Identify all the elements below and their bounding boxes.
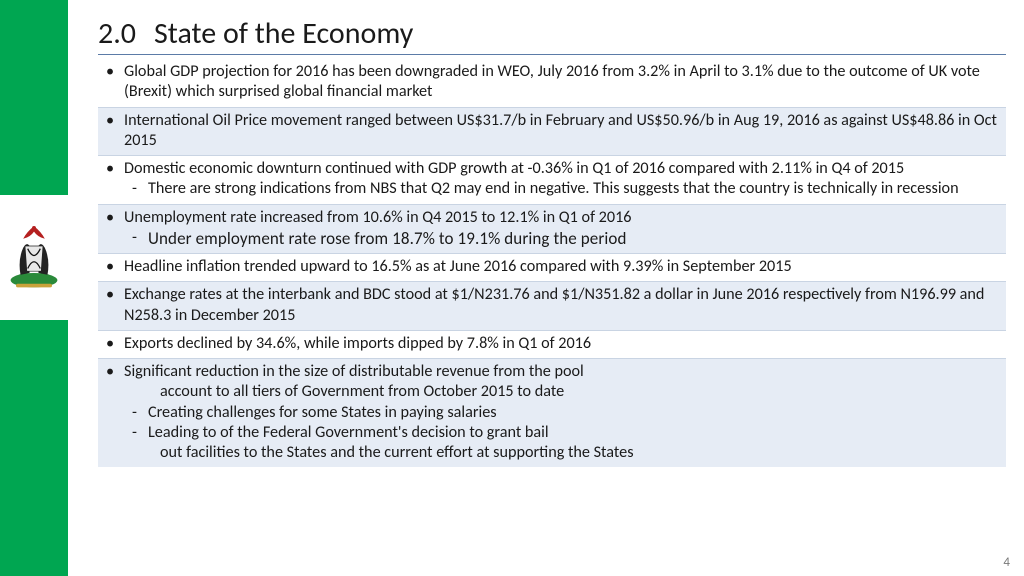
bullet-row: •International Oil Price movement ranged… (98, 108, 1006, 157)
page-number: 4 (1003, 555, 1010, 570)
title-number: 2.0 (98, 15, 136, 52)
bullet-row: •Exchange rates at the interbank and BDC… (98, 282, 1006, 331)
bullet-row: •Unemployment rate increased from 10.6% … (98, 205, 1006, 255)
coat-of-arms-icon (7, 205, 61, 305)
bullet-marker: • (104, 334, 124, 354)
bullet-row: •Domestic economic downturn continued wi… (98, 156, 1006, 205)
bullet-row: •Significant reduction in the size of di… (98, 359, 1006, 467)
bullet-marker: • (104, 285, 124, 326)
bullet-text: Significant reduction in the size of dis… (124, 362, 1000, 382)
slide-content: 2.0 State of the Economy •Global GDP pro… (98, 15, 1006, 467)
bullet-marker: • (104, 208, 124, 228)
bullet-text: Global GDP projection for 2016 has been … (124, 62, 1000, 103)
sub-bullet-text: There are strong indications from NBS th… (148, 179, 1000, 199)
bullet-text: International Oil Price movement ranged … (124, 111, 1000, 152)
sub-bullet-text: Under employment rate rose from 18.7% to… (148, 228, 1000, 249)
bullet-row: •Headline inflation trended upward to 16… (98, 254, 1006, 282)
sub-dash: - (132, 179, 148, 199)
sub-bullet-text: Leading to of the Federal Government's d… (148, 423, 1000, 443)
sub-bullet-text: Creating challenges for some States in p… (148, 403, 1000, 423)
sidebar-green-top (0, 0, 68, 195)
bullet-continuation: account to all tiers of Government from … (160, 382, 1000, 402)
sub-dash: - (132, 228, 148, 249)
bullet-marker: • (104, 159, 124, 179)
bullet-row: •Exports declined by 34.6%, while import… (98, 331, 1006, 359)
bullet-text: Exports declined by 34.6%, while imports… (124, 334, 1000, 354)
title-text: State of the Economy (154, 15, 413, 52)
bullet-text: Unemployment rate increased from 10.6% i… (124, 208, 1000, 228)
bullet-text: Domestic economic downturn continued wit… (124, 159, 1000, 179)
bullet-marker: • (104, 362, 124, 382)
sub-dash: - (132, 403, 148, 423)
sub-dash: - (132, 423, 148, 443)
bullet-marker: • (104, 62, 124, 103)
bullet-continuation: out facilities to the States and the cur… (160, 443, 1000, 463)
bullet-marker: • (104, 111, 124, 152)
bullet-marker: • (104, 257, 124, 277)
bullet-list: •Global GDP projection for 2016 has been… (98, 59, 1006, 467)
bullet-text: Exchange rates at the interbank and BDC … (124, 285, 1000, 326)
bullet-row: •Global GDP projection for 2016 has been… (98, 59, 1006, 108)
slide-title: 2.0 State of the Economy (98, 15, 1006, 55)
bullet-text: Headline inflation trended upward to 16.… (124, 257, 1000, 277)
sidebar-green-bottom (0, 320, 68, 576)
